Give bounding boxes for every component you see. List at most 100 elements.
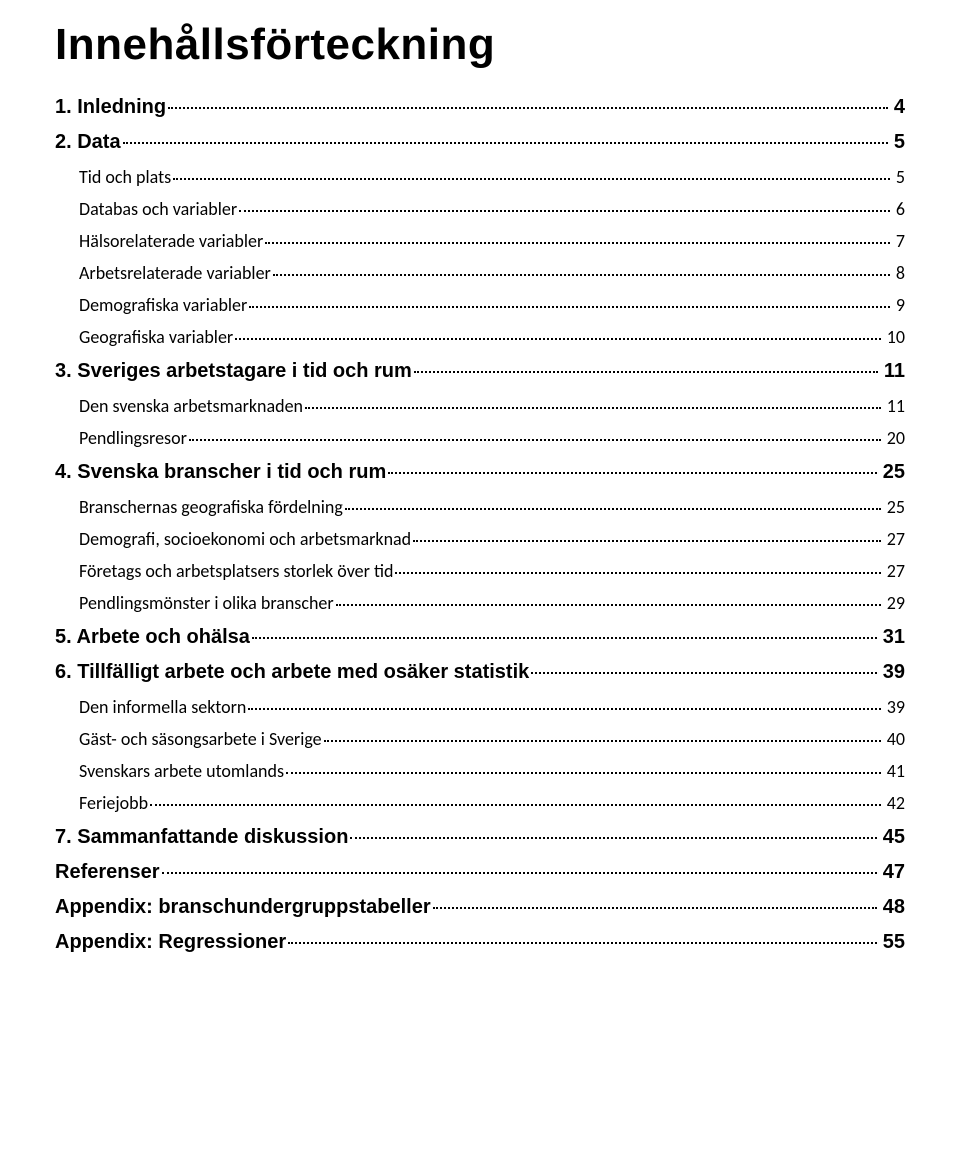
table-of-contents: 1. Inledning 4 2. Data 5 Tid och plats 5 Datab… [55,96,905,954]
toc-entry: Hälsorelaterade variabler 7 [55,230,905,252]
toc-entry-label: Arbetsrelaterade variabler [79,262,271,284]
toc-entry-label: Tid och plats [79,166,171,188]
toc-entry-page: 39 [883,696,905,718]
toc-leader-dots [189,428,881,444]
toc-entry-label: 7. Sammanfattande diskussion [55,826,348,849]
toc-entry: Svenskars arbete utomlands 41 [55,760,905,782]
toc-entry-label: Appendix: Regressioner [55,931,286,954]
toc-entry-page: 41 [883,760,905,782]
toc-leader-dots [413,529,881,545]
toc-entry-label: 6. Tillfälligt arbete och arbete med osä… [55,661,529,684]
page-title: Innehållsförteckning [55,20,905,70]
toc-entry: 2. Data 5 [55,131,905,154]
toc-entry-page: 40 [883,728,905,750]
toc-entry-page: 47 [879,861,905,884]
toc-entry-label: Databas och variabler [79,198,237,220]
toc-entry: Arbetsrelaterade variabler 8 [55,262,905,284]
toc-entry: Appendix: Regressioner 55 [55,931,905,954]
toc-leader-dots [288,932,877,948]
toc-entry-label: Appendix: branschundergruppstabeller [55,896,431,919]
toc-leader-dots [305,396,881,412]
toc-entry: Feriejobb 42 [55,792,905,814]
toc-leader-dots [265,231,890,247]
toc-leader-dots [249,295,890,311]
toc-entry-label: Referenser [55,861,160,884]
toc-entry: Företags och arbetsplatsers storlek över… [55,560,905,582]
toc-entry: 4. Svenska branscher i tid och rum 25 [55,461,905,484]
toc-entry-page: 10 [883,326,905,348]
toc-entry-label: Pendlingsmönster i olika branscher [79,592,334,614]
toc-entry: Databas och variabler 6 [55,198,905,220]
toc-entry: Geografiska variabler 10 [55,326,905,348]
toc-entry-page: 20 [883,427,905,449]
toc-entry-page: 4 [890,96,905,119]
toc-entry: Den informella sektorn 39 [55,696,905,718]
toc-entry: Referenser 47 [55,861,905,884]
toc-leader-dots [433,897,877,913]
toc-leader-dots [168,97,888,113]
toc-entry-label: 5. Arbete och ohälsa [55,626,250,649]
toc-entry: Pendlingsmönster i olika branscher 29 [55,592,905,614]
toc-leader-dots [531,662,877,678]
toc-entry: 6. Tillfälligt arbete och arbete med osä… [55,661,905,684]
toc-entry: Branschernas geografiska fördelning 25 [55,496,905,518]
toc-entry-label: Hälsorelaterade variabler [79,230,263,252]
toc-entry: Tid och plats 5 [55,166,905,188]
toc-leader-dots [162,862,877,878]
toc-leader-dots [395,561,880,577]
toc-entry-label: Geografiska variabler [79,326,233,348]
toc-entry: 7. Sammanfattande diskussion45 [55,826,905,849]
toc-leader-dots [173,167,890,183]
toc-entry-label: Den svenska arbetsmarknaden [79,395,303,417]
toc-entry-page: 25 [879,461,905,484]
toc-entry-label: Gäst- och säsongsarbete i Sverige [79,728,322,750]
toc-entry-page: 6 [892,198,905,220]
toc-leader-dots [123,132,888,148]
toc-entry-page: 8 [892,262,905,284]
toc-entry-label: Branschernas geografiska fördelning [79,496,343,518]
toc-leader-dots [388,462,877,478]
toc-entry-label: Svenskars arbete utomlands [79,760,284,782]
toc-leader-dots [252,627,877,643]
toc-entry-label: Feriejobb [79,792,148,814]
toc-entry-page: 5 [892,166,905,188]
toc-leader-dots [324,729,881,745]
toc-entry-page: 7 [892,230,905,252]
toc-entry-page: 27 [883,528,905,550]
toc-entry-page: 39 [879,661,905,684]
toc-entry-page: 42 [883,792,905,814]
toc-entry-page: 11 [880,360,905,383]
toc-entry-label: 2. Data [55,131,121,154]
toc-entry: 1. Inledning 4 [55,96,905,119]
toc-entry-page: 29 [883,592,905,614]
toc-leader-dots [273,263,890,279]
toc-entry: 3. Sveriges arbetstagare i tid och rum 11 [55,360,905,383]
toc-entry-label: Demografi, socioekonomi och arbetsmarkna… [79,528,411,550]
toc-entry: Den svenska arbetsmarknaden 11 [55,395,905,417]
toc-entry-page: 11 [883,395,905,417]
toc-entry: Pendlingsresor 20 [55,427,905,449]
toc-entry-label: Pendlingsresor [79,427,187,449]
toc-entry-page: 5 [890,131,905,154]
toc-leader-dots [336,593,881,609]
toc-entry-page: 31 [879,626,905,649]
toc-entry-label: Företags och arbetsplatsers storlek över… [79,560,393,582]
toc-leader-dots [239,199,890,215]
toc-entry: Demografi, socioekonomi och arbetsmarkna… [55,528,905,550]
toc-leader-dots [286,761,881,777]
toc-leader-dots [414,361,878,377]
toc-entry: Demografiska variabler 9 [55,294,905,316]
toc-entry-label: Den informella sektorn [79,696,246,718]
toc-entry-label: Demografiska variabler [79,294,247,316]
toc-entry-page: 25 [883,496,905,518]
toc-entry-label: 1. Inledning [55,96,166,119]
toc-entry-page: 55 [879,931,905,954]
toc-entry-label: 3. Sveriges arbetstagare i tid och rum [55,360,412,383]
toc-entry-page: 48 [879,896,905,919]
toc-entry-label: 4. Svenska branscher i tid och rum [55,461,386,484]
toc-leader-dots [248,697,880,713]
toc-leader-dots [150,793,881,809]
toc-entry-page: 9 [892,294,905,316]
toc-entry: Appendix: branschundergruppstabeller 48 [55,896,905,919]
toc-entry-page: 27 [883,560,905,582]
